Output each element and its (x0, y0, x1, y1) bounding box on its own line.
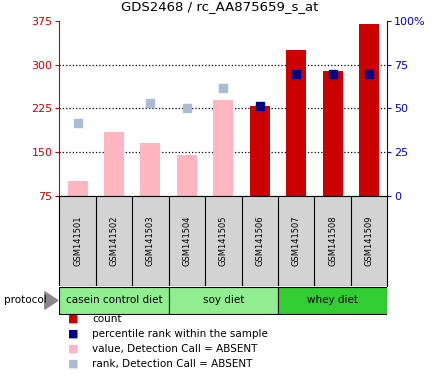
Point (329, 71, 336, 77)
Bar (104, 132, 124, 196)
Bar (250, 106, 270, 196)
Bar (323, 71, 343, 196)
Text: protocol: protocol (4, 295, 47, 306)
Point (366, 71, 373, 77)
Text: ■: ■ (68, 344, 79, 354)
Bar (213, 100, 233, 196)
Bar (286, 50, 306, 196)
FancyBboxPatch shape (169, 286, 278, 314)
Point (147, 99, 154, 106)
FancyBboxPatch shape (59, 286, 169, 314)
Point (220, 85, 227, 91)
Bar (140, 144, 161, 196)
Text: ■: ■ (68, 314, 79, 324)
Text: ■: ■ (68, 329, 79, 339)
Text: GSM141509: GSM141509 (364, 216, 374, 266)
Text: ■: ■ (68, 359, 79, 369)
Point (256, 103, 263, 109)
Text: GSM141502: GSM141502 (110, 216, 118, 266)
Text: GSM141504: GSM141504 (182, 216, 191, 266)
Bar (359, 24, 379, 196)
Bar (68, 181, 88, 196)
Text: percentile rank within the sample: percentile rank within the sample (92, 329, 268, 339)
Text: GSM141506: GSM141506 (255, 216, 264, 266)
Text: GSM141503: GSM141503 (146, 216, 155, 266)
Point (74, 120, 81, 126)
Bar (177, 155, 197, 196)
Text: GSM141508: GSM141508 (328, 216, 337, 266)
Text: rank, Detection Call = ABSENT: rank, Detection Call = ABSENT (92, 359, 253, 369)
Text: GDS2468 / rc_AA875659_s_at: GDS2468 / rc_AA875659_s_at (121, 0, 319, 13)
Polygon shape (45, 292, 58, 309)
Text: value, Detection Call = ABSENT: value, Detection Call = ABSENT (92, 344, 258, 354)
FancyBboxPatch shape (278, 286, 387, 314)
Text: GSM141507: GSM141507 (292, 216, 301, 266)
Text: casein control diet: casein control diet (66, 295, 162, 306)
Point (293, 71, 300, 77)
Text: whey diet: whey diet (307, 295, 358, 306)
Point (183, 106, 191, 112)
Text: count: count (92, 314, 122, 324)
Text: GSM141501: GSM141501 (73, 216, 82, 266)
Text: GSM141505: GSM141505 (219, 216, 228, 266)
Text: soy diet: soy diet (202, 295, 244, 306)
